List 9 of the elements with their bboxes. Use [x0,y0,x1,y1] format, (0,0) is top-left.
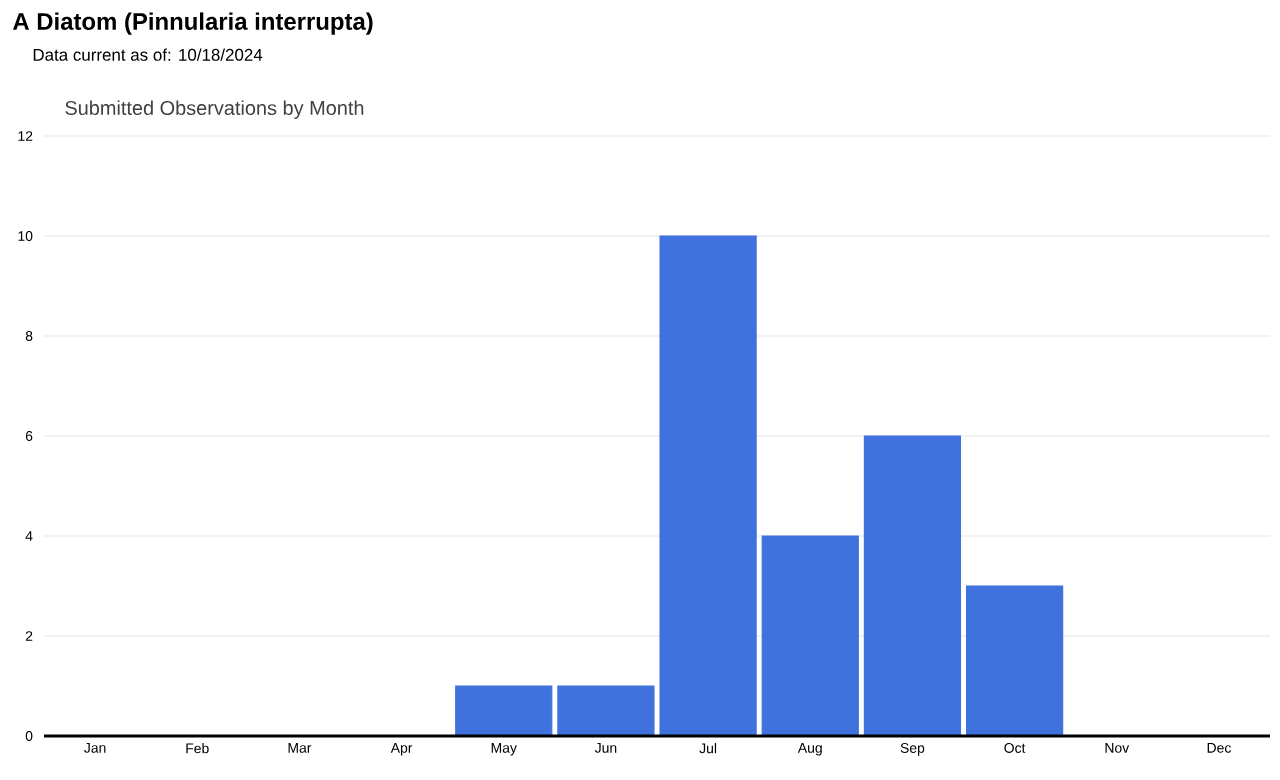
text: Data current as of: 10/18/2024 [33,48,263,61]
chart-subtitle: Submitted Observations by Month [65,100,364,119]
bar [761,535,859,737]
bar [965,585,1064,737]
chart-title: A Diatom (Pinnularia interrupta) [12,12,373,35]
bar [659,235,757,737]
bar [863,435,962,737]
bar [557,685,655,737]
bar [455,685,553,737]
